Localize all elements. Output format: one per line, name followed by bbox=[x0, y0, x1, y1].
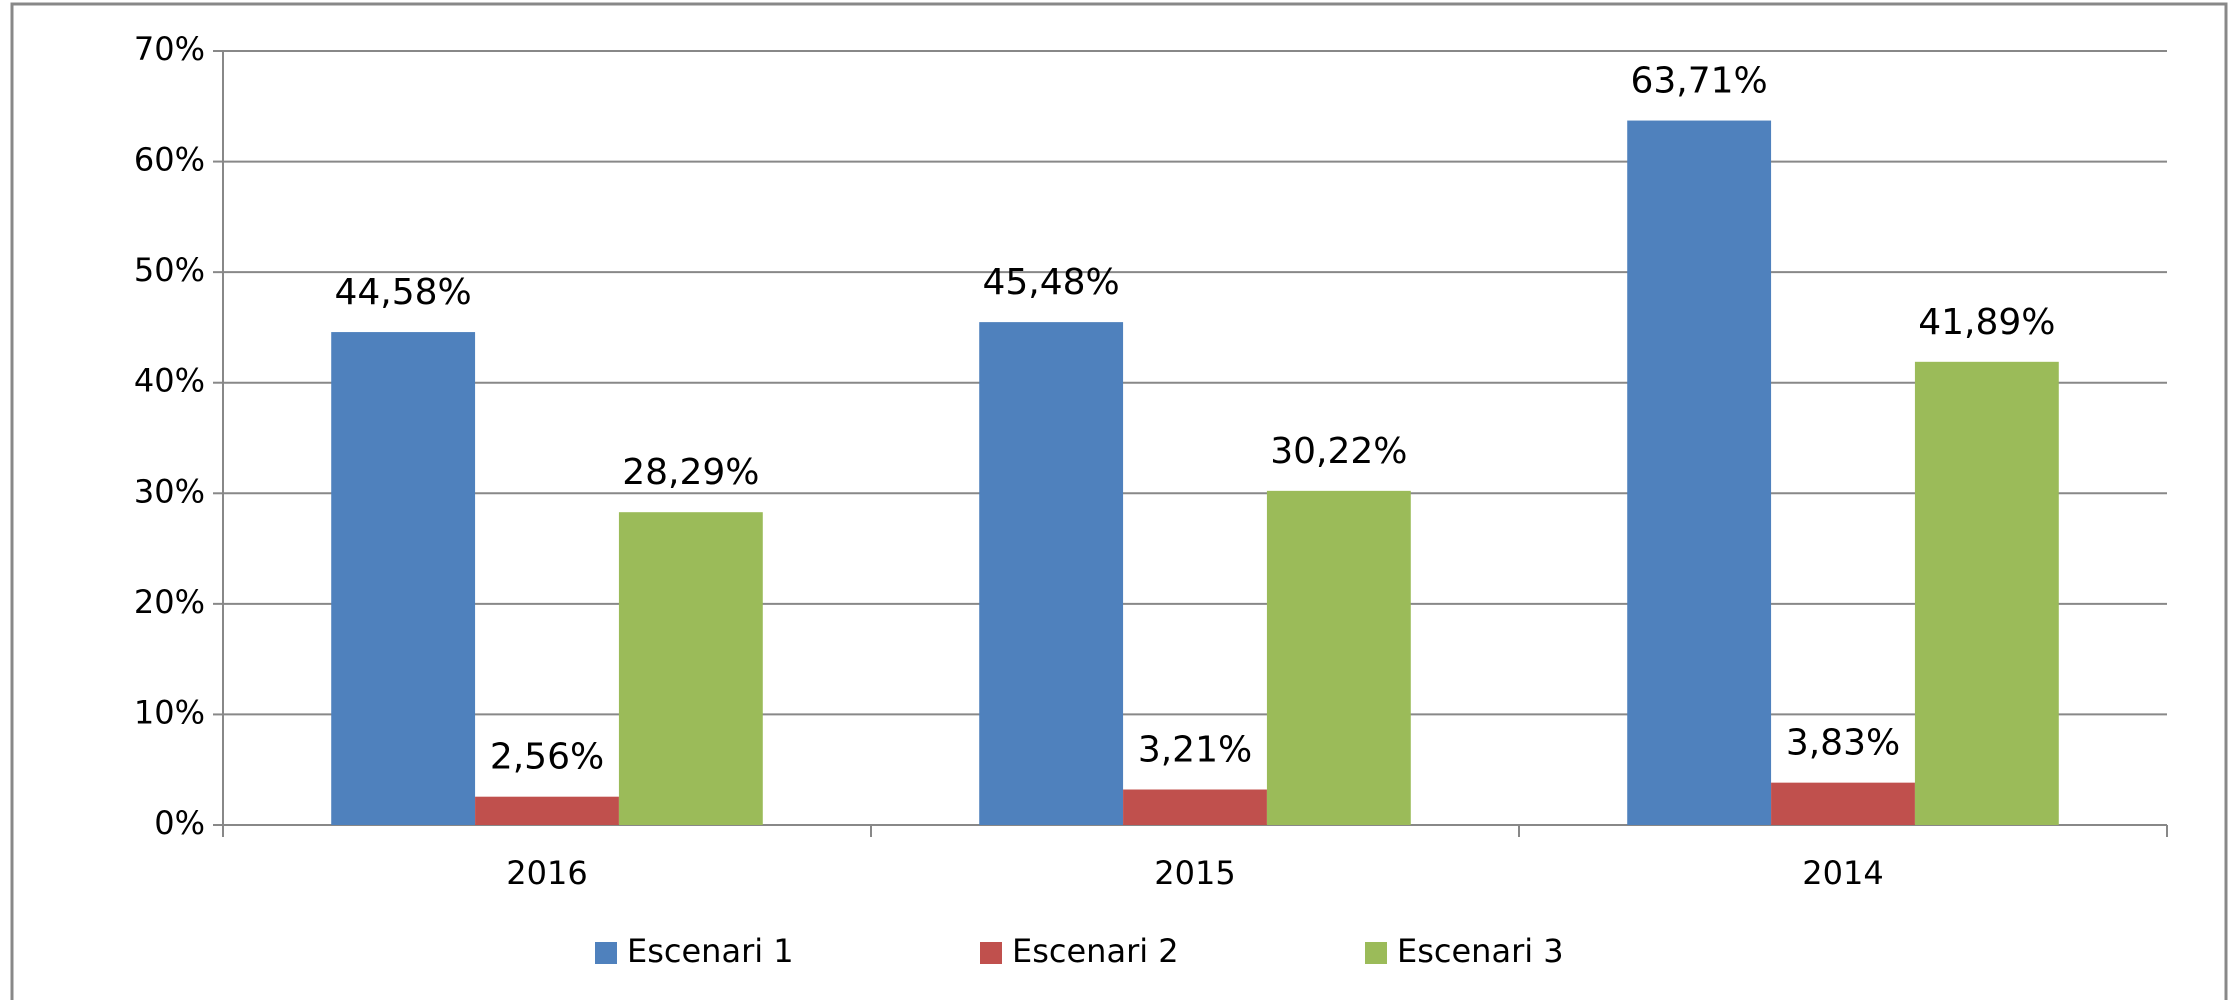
y-tick-label: 30% bbox=[134, 472, 205, 510]
y-tick-label: 60% bbox=[134, 141, 205, 179]
legend-label: Escenari 1 bbox=[627, 932, 794, 970]
bar bbox=[1914, 361, 2059, 825]
value-label: 63,71% bbox=[1631, 61, 1768, 102]
y-tick-label: 40% bbox=[134, 362, 205, 400]
legend-label: Escenari 2 bbox=[1012, 932, 1179, 970]
legend-label: Escenari 3 bbox=[1397, 932, 1564, 970]
y-tick-label: 10% bbox=[134, 693, 205, 731]
x-tick-label: 2016 bbox=[506, 854, 587, 892]
value-label: 3,83% bbox=[1786, 723, 1900, 764]
bar bbox=[1771, 782, 1915, 825]
y-tick-label: 20% bbox=[134, 583, 205, 621]
value-label: 44,58% bbox=[335, 272, 472, 313]
y-tick-label: 70% bbox=[134, 30, 205, 68]
y-tick-label: 0% bbox=[154, 804, 205, 842]
value-label: 28,29% bbox=[622, 452, 759, 493]
value-label: 2,56% bbox=[490, 737, 604, 778]
bar bbox=[1123, 789, 1267, 825]
y-tick-label: 50% bbox=[134, 251, 205, 289]
chart-frame bbox=[10, 2, 2228, 1000]
legend-swatch bbox=[980, 942, 1002, 964]
bar bbox=[475, 796, 619, 825]
value-label: 45,48% bbox=[983, 262, 1120, 303]
legend-swatch bbox=[595, 942, 617, 964]
value-label: 3,21% bbox=[1138, 730, 1252, 771]
bar bbox=[618, 512, 763, 825]
x-tick-label: 2014 bbox=[1802, 854, 1883, 892]
bar bbox=[1627, 120, 1772, 825]
bar bbox=[1266, 490, 1411, 825]
value-label: 41,89% bbox=[1918, 302, 2055, 343]
bar bbox=[331, 332, 476, 825]
bar bbox=[979, 322, 1124, 825]
legend-swatch bbox=[1365, 942, 1387, 964]
x-tick-label: 2015 bbox=[1154, 854, 1235, 892]
value-label: 30,22% bbox=[1270, 431, 1407, 472]
